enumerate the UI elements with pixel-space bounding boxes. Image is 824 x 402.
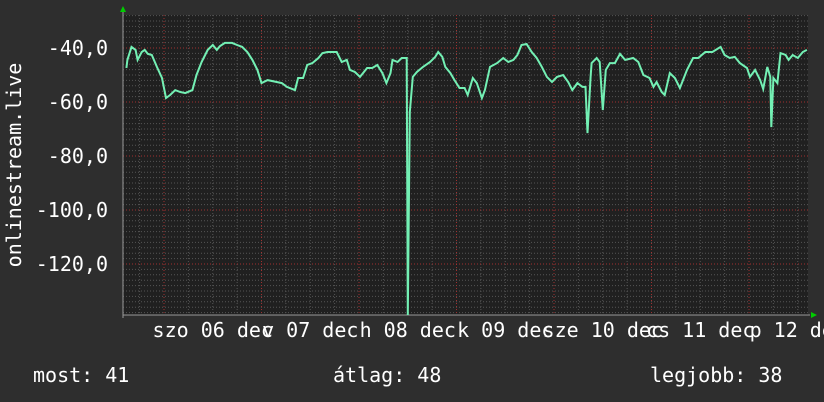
y-tick-label: -120,0 [35, 252, 108, 276]
x-tick-label: sze 10 dec [542, 318, 663, 342]
series-line [125, 41, 808, 316]
y-tick-label: -100,0 [35, 198, 108, 222]
x-tick-label: h 08 dec [359, 318, 456, 342]
y-tick-label: -40,0 [47, 36, 108, 60]
y-tick-label: -60,0 [47, 90, 108, 114]
x-tick-label: szo 06 dec [152, 318, 273, 342]
x-tick-label: p 12 dec [749, 318, 824, 342]
x-tick-label: cs 11 dec [646, 318, 755, 342]
x-tick-label: k 09 dec [457, 318, 554, 342]
y-axis-title: onlinestream.live [2, 62, 26, 268]
plot-background [123, 15, 808, 315]
legend-average: átlag: 48 [333, 363, 442, 387]
x-tick-label: v 07 dec [262, 318, 359, 342]
legend-best: legjobb: 38 [650, 363, 783, 387]
legend-current: most: 41 [33, 363, 130, 387]
y-tick-label: -80,0 [47, 144, 108, 168]
y-axis-arrow-icon [120, 6, 126, 12]
x-axis-arrow-icon [811, 312, 817, 318]
